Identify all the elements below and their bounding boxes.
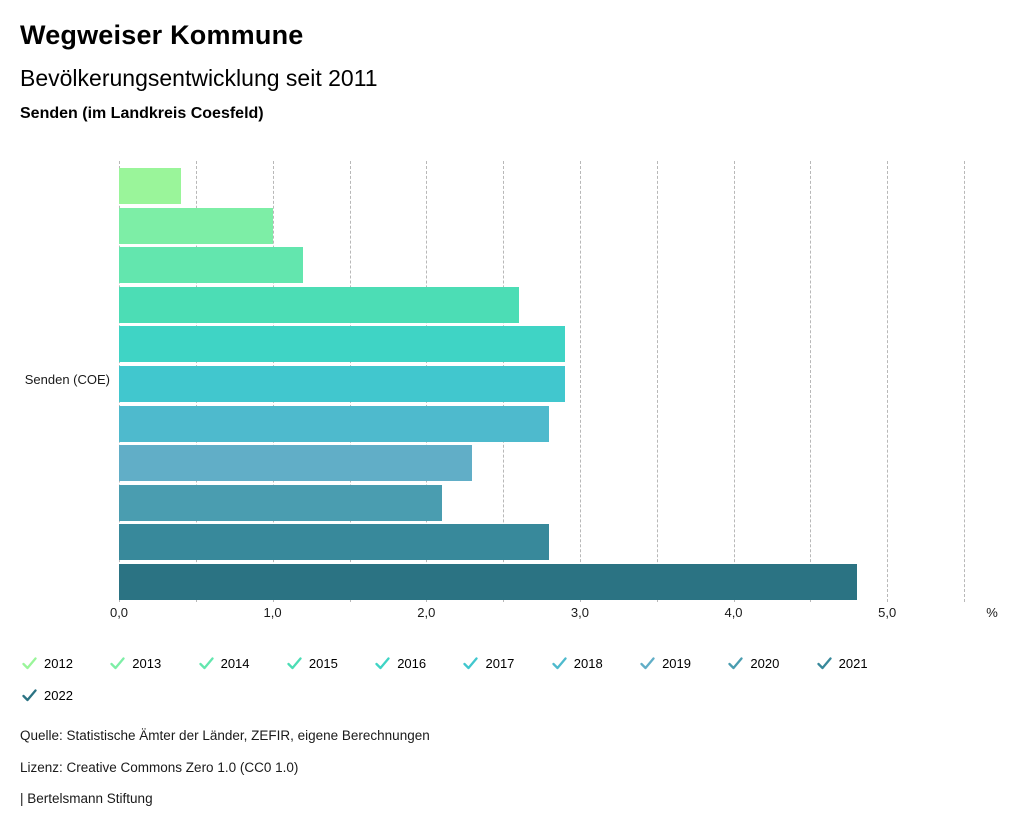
check-icon: [552, 657, 567, 670]
legend-year-label: 2021: [838, 656, 868, 671]
legend-item-2013[interactable]: 2013: [110, 656, 198, 671]
region-label: Senden (im Landkreis Coesfeld): [20, 105, 264, 122]
bar-2016[interactable]: [119, 326, 565, 363]
check-icon: [22, 657, 37, 670]
legend-item-2015[interactable]: 2015: [287, 656, 375, 671]
gridline: [887, 161, 889, 602]
check-icon: [640, 657, 655, 670]
check-icon: [728, 657, 744, 670]
bar-2021[interactable]: [119, 524, 550, 561]
bar-2012[interactable]: [119, 168, 181, 204]
x-tick-4,0: 4,0: [724, 605, 743, 620]
gridline: [810, 161, 812, 602]
x-axis-ticks: % 0,0 1,0 2,0 3,0 4,0 5,0: [110, 605, 1019, 623]
legend-row-2: 2022: [22, 688, 110, 703]
footer-attribution: | Bertelsmann Stiftung: [20, 791, 153, 806]
legend-item-2021[interactable]: 2021: [817, 656, 905, 671]
x-tick-5,0: 5,0: [878, 605, 897, 620]
legend-item-2012[interactable]: 2012: [22, 656, 110, 671]
check-icon: [198, 657, 214, 670]
check-icon: [817, 657, 832, 670]
check-icon: [375, 657, 390, 670]
gridline: [733, 161, 735, 602]
legend-year-label: 2014: [220, 656, 250, 671]
legend-item-2018[interactable]: 2018: [552, 656, 640, 671]
legend-year-label: 2015: [308, 656, 338, 671]
legend-year-label: 2020: [750, 656, 780, 671]
legend-year-label: 2018: [573, 656, 603, 671]
x-tick-0,0: 0,0: [109, 605, 129, 620]
legend-year-label: 2017: [485, 656, 515, 671]
bar-2013[interactable]: [119, 207, 273, 244]
legend-item-2022[interactable]: 2022: [22, 688, 110, 703]
bar-2014[interactable]: [119, 247, 304, 284]
bar-2017[interactable]: [119, 366, 565, 402]
chart-subtitle: Bevölkerungsentwicklung seit 2011: [20, 65, 378, 91]
gridline: [579, 161, 581, 602]
check-icon: [22, 689, 37, 702]
x-tick-1,0: 1,0: [263, 605, 282, 620]
legend-item-2017[interactable]: 2017: [463, 656, 551, 671]
legend-item-2014[interactable]: 2014: [198, 656, 287, 671]
legend-year-label: 2022: [44, 688, 73, 703]
footer-license: Lizenz: Creative Commons Zero 1.0 (CC0 1…: [20, 760, 299, 775]
legend-item-2016[interactable]: 2016: [375, 656, 463, 671]
legend-year-label: 2016: [397, 656, 427, 671]
bar-2022[interactable]: [119, 564, 857, 600]
legend-item-2020[interactable]: 2020: [728, 656, 816, 671]
x-tick-2,0: 2,0: [417, 605, 436, 620]
bar-2020[interactable]: [119, 484, 442, 521]
gridline: [964, 161, 965, 602]
legend-year-label: 2012: [44, 656, 73, 671]
legend-year-label: 2013: [132, 656, 162, 671]
bar-2019[interactable]: [119, 445, 473, 482]
legend-item-2019[interactable]: 2019: [640, 656, 728, 671]
gridline: [656, 161, 658, 602]
check-icon: [287, 657, 302, 670]
bar-2018[interactable]: [119, 405, 550, 442]
bar-2015[interactable]: [119, 286, 519, 323]
check-icon: [110, 657, 125, 670]
plot-area: [119, 161, 965, 602]
footer-source: Quelle: Statistische Ämter der Länder, Z…: [20, 728, 430, 743]
x-tick-3,0: 3,0: [570, 605, 589, 620]
check-icon: [463, 657, 479, 670]
page-title: Wegweiser Kommune: [20, 20, 304, 50]
legend-row-1: 2012 2013 2014 2015 2016 2017 2018 2019 2020 2021: [22, 656, 905, 671]
x-axis-unit-label: %: [986, 605, 998, 620]
y-axis-group-label: Senden (COE): [24, 372, 110, 387]
legend-year-label: 2019: [662, 656, 691, 671]
